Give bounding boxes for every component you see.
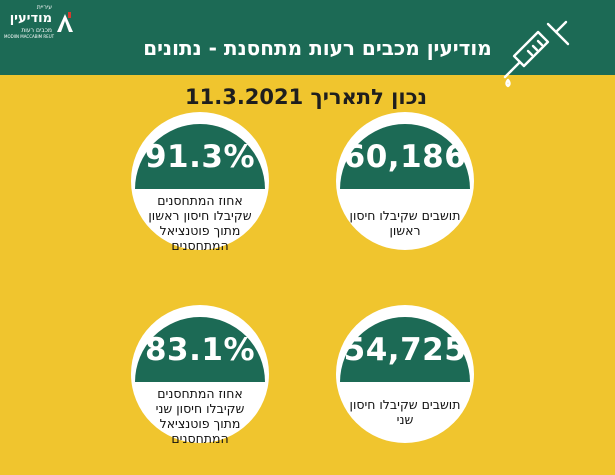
logo-english-text: MODIIN MACCABIM REUT: [4, 34, 55, 39]
stat-label: אחוז המתחסנים שקיבלו חיסון ראשון מתוך פו…: [148, 193, 252, 253]
stat-label: תושבים שקיבלו חיסון ראשון: [349, 208, 461, 238]
city-logo[interactable]: עיריית מודיעין מכבים רעות MODIIN MACCABI…: [4, 4, 74, 39]
stat-card-first-dose-percent: 91.3% אחוז המתחסנים שקיבלו חיסון ראשון מ…: [131, 112, 269, 253]
stat-value: 60,186: [340, 124, 470, 189]
stat-label: אחוז המתחסנים שקיבלו חיסון שני מתוך פוטנ…: [155, 386, 245, 446]
logo-main-text: מודיעין: [9, 11, 52, 26]
logo-sub-text: מכבים רעות: [21, 27, 52, 34]
date-line: נכון לתאריך 11.3.2021: [185, 85, 427, 109]
stat-label: תושבים שקיבלו חיסון שני: [349, 397, 461, 427]
stat-card-first-dose-residents: 60,186 תושבים שקיבלו חיסון ראשון: [336, 112, 474, 250]
syringe-icon: [503, 20, 570, 88]
logo-top-text: עיריית: [36, 4, 52, 11]
stat-card-second-dose-residents: 54,725 תושבים שקיבלו חיסון שני: [336, 305, 474, 443]
stat-value: 83.1%: [135, 317, 265, 382]
stat-value: 91.3%: [135, 124, 265, 189]
page-title: מודיעין מכבים רעות מתחסנת - נתונים: [143, 36, 492, 60]
header-bar: עיריית מודיעין מכבים רעות MODIIN MACCABI…: [0, 0, 615, 88]
stat-card-second-dose-percent: 83.1% אחוז המתחסנים שקיבלו חיסון שני מתו…: [131, 305, 269, 446]
stat-value: 54,725: [340, 317, 470, 382]
logo-emblem-icon: [57, 12, 73, 32]
